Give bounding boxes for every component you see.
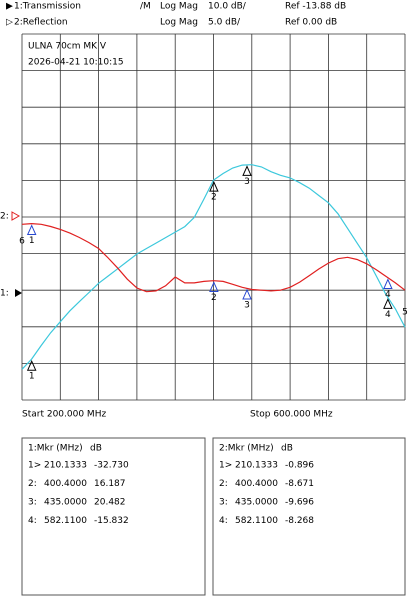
marker-freq: 582.1100 [44, 516, 87, 526]
marker-number: 3 [244, 300, 250, 310]
ref-arrow [15, 289, 22, 297]
marker-number: 4 [385, 290, 391, 300]
marker-value: -32.730 [94, 461, 129, 471]
chart-subtitle: 2026-04-21 10:10:15 [28, 58, 124, 68]
marker-id: 3: [219, 498, 228, 508]
trace-scale: 5.0 dB/ [208, 18, 241, 28]
marker-freq: 582.1100 [235, 516, 278, 526]
marker-table-title: 2:Mkr (MHz) [219, 444, 274, 454]
marker-panel-2 [212, 437, 406, 596]
ref-label: 2: [0, 212, 9, 222]
trace-symbol: ▷ [6, 18, 13, 28]
marker-number: 3 [244, 177, 250, 187]
marker-freq: 400.4000 [44, 479, 87, 489]
trace-ref: Ref -13.88 dB [285, 2, 346, 12]
annotation: 6 [19, 237, 25, 247]
marker-number: 2 [211, 293, 217, 303]
start-label: Start 200.000 MHz [22, 410, 106, 420]
ref-arrow [11, 211, 21, 221]
marker-triangle [383, 278, 393, 290]
marker-value: -8.268 [285, 516, 314, 526]
marker-id: 1> [219, 461, 232, 471]
marker-freq: 210.1333 [44, 461, 87, 471]
marker-table-unit: dB [281, 444, 293, 454]
marker-number: 1 [29, 372, 35, 382]
marker-table-title: 1:Mkr (MHz) [28, 444, 83, 454]
marker-value: -15.832 [94, 516, 129, 526]
trace-symbol: ▶ [6, 2, 13, 12]
marker-id: 3: [28, 498, 37, 508]
marker-number: 2 [211, 193, 217, 203]
trace-format: Log Mag [160, 2, 198, 12]
marker-triangle [242, 288, 252, 300]
trace-scale: 10.0 dB/ [208, 2, 247, 12]
marker-freq: 210.1333 [235, 461, 278, 471]
marker-triangle [209, 180, 219, 192]
trace-ref: Ref 0.00 dB [285, 18, 337, 28]
marker-triangle [26, 224, 37, 236]
chart-title: ULNA 70cm MK V [28, 42, 107, 52]
marker-id: 4: [28, 516, 37, 526]
marker-id: 2: [219, 479, 228, 489]
marker-id: 1> [28, 461, 41, 471]
marker-freq: 400.4000 [235, 479, 278, 489]
marker-number: 1 [29, 236, 35, 246]
marker-triangle [209, 281, 219, 292]
stop-label: Stop 600.000 MHz [250, 410, 333, 420]
marker-value: 16.187 [94, 479, 126, 489]
ref-label: 1: [0, 289, 9, 299]
marker-value: -8.671 [285, 479, 314, 489]
annotation: 5 [402, 308, 408, 318]
marker-value: 20.482 [94, 498, 126, 508]
marker-freq: 435.0000 [235, 498, 278, 508]
marker-triangle [383, 298, 393, 309]
marker-id: 2: [28, 479, 37, 489]
marker-value: -9.696 [285, 498, 314, 508]
trace-line [21, 222, 406, 293]
marker-panel-1 [21, 437, 206, 596]
marker-triangle [242, 165, 252, 176]
marker-triangle [26, 359, 37, 371]
marker-number: 4 [385, 310, 391, 320]
marker-id: 4: [219, 516, 228, 526]
trace-line [21, 164, 406, 370]
trace-name: 2:Reflection [14, 18, 68, 28]
marker-value: -0.896 [285, 461, 314, 471]
trace-format: Log Mag [160, 18, 198, 28]
trace-name: 1:Transmission [14, 2, 81, 12]
trace-mode: /M [140, 2, 151, 12]
marker-freq: 435.0000 [44, 498, 87, 508]
marker-table-unit: dB [90, 444, 102, 454]
